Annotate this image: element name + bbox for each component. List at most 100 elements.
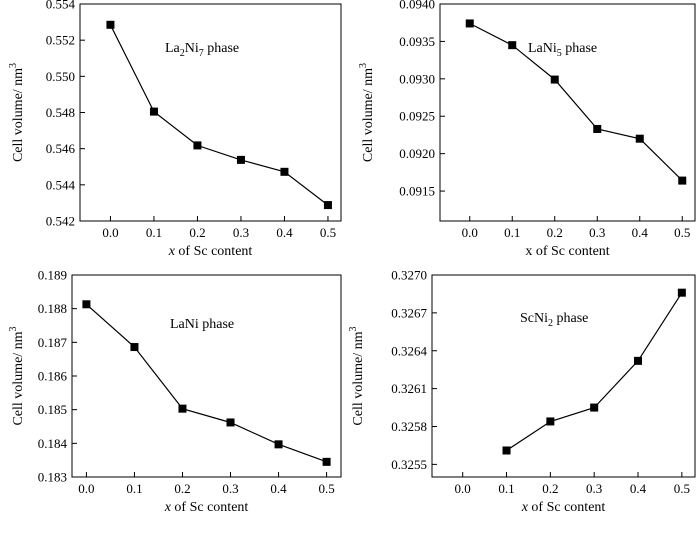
- x-axis-title-text: of Sc content: [171, 500, 248, 515]
- data-point: [323, 201, 332, 210]
- data-point: [106, 20, 115, 29]
- x-axis-title-text: x of Sc content: [525, 244, 609, 259]
- y-axis-title-superscript: 3: [358, 63, 369, 68]
- y-tick-label: 0.3258: [391, 419, 427, 434]
- x-axis-title-text: of Sc content: [528, 500, 605, 515]
- x-tick-label: 0.4: [270, 481, 287, 496]
- x-tick-label: 0.0: [78, 481, 94, 496]
- y-tick-label: 0.3270: [391, 268, 427, 283]
- x-tick-label: 0.1: [498, 481, 514, 496]
- y-tick-label: 0.187: [38, 335, 68, 350]
- x-tick-label: 0.2: [189, 225, 205, 240]
- phase-annotation-text: La: [165, 41, 181, 56]
- x-tick-label: 0.0: [455, 481, 471, 496]
- phase-annotation-text: ScNi: [520, 311, 548, 326]
- data-point: [236, 155, 245, 164]
- series-line: [469, 22, 683, 182]
- y-tick-label: 0.554: [46, 0, 76, 12]
- x-tick-label: 0.0: [102, 225, 118, 240]
- y-tick-label: 0.0920: [399, 146, 435, 161]
- y-tick-label: 0.185: [38, 402, 67, 417]
- data-point: [226, 418, 235, 427]
- phase-annotation-subscript: 2: [548, 318, 553, 329]
- y-tick-label: 0.0930: [399, 71, 435, 86]
- x-tick-label: 0.5: [318, 481, 334, 496]
- y-axis-title-superscript: 3: [8, 326, 19, 331]
- y-tick-label: 0.3255: [391, 457, 427, 472]
- data-point: [593, 124, 602, 133]
- phase-annotation: ScNi2 phase: [520, 311, 588, 329]
- data-point: [678, 176, 687, 185]
- data-point: [677, 288, 686, 297]
- y-axis-title: Cell volume/ nm3: [8, 326, 26, 425]
- y-axis-title-text: Cell volume/ nm: [11, 331, 26, 425]
- x-tick-label: 0.4: [630, 481, 647, 496]
- data-point: [274, 440, 283, 449]
- y-axis-title-superscript: 3: [348, 326, 359, 331]
- x-tick-label: 0.1: [504, 225, 520, 240]
- chart-panel-3: 0.0 0.1 0.2 0.3 0.4 0.5 0.183 0.184 0.185 0.186 0.…: [8, 268, 342, 515]
- data-point: [508, 41, 517, 50]
- data-point: [635, 134, 644, 143]
- y-axis-title-text: Cell volume/ nm: [351, 331, 366, 425]
- y-tick-label: 0.188: [38, 301, 67, 316]
- plot-frame: [439, 3, 696, 222]
- y-tick-label: 0.184: [38, 436, 68, 451]
- chart-panel-4: 0.0 0.1 0.2 0.3 0.4 0.5 0.3255 0.3258 0.3261 0.32…: [348, 268, 696, 515]
- y-axis-title: Cell volume/ nm3: [348, 326, 366, 425]
- y-tick-label: 0.189: [38, 268, 67, 283]
- chart-panel-1: 0.0 0.1 0.2 0.3 0.4 0.5 0.542 0.544 0.546 0.548 0.…: [8, 0, 342, 259]
- x-tick-label: 0.3: [233, 225, 249, 240]
- x-tick-label: 0.4: [632, 225, 649, 240]
- y-tick-label: 0.0915: [399, 184, 435, 199]
- y-tick-label: 0.548: [46, 105, 75, 120]
- x-tick-label: 0.1: [146, 225, 162, 240]
- phase-annotation-text: phase: [553, 311, 588, 326]
- y-tick-label: 0.542: [46, 214, 75, 229]
- y-tick-label: 0.546: [46, 141, 76, 156]
- y-tick-label: 0.552: [46, 33, 75, 48]
- x-tick-label: 0.2: [547, 225, 563, 240]
- phase-annotation: La2Ni7 phase: [165, 41, 239, 59]
- x-axis-title-variable: x: [168, 244, 176, 259]
- y-tick-label: 0.3261: [391, 381, 427, 396]
- data-point: [550, 75, 559, 84]
- series-line: [109, 24, 329, 206]
- data-point: [322, 457, 331, 466]
- x-tick-label: 0.5: [674, 225, 690, 240]
- x-axis-title: x of Sc content: [521, 500, 606, 515]
- phase-annotation-subscript: 2: [180, 48, 185, 59]
- x-axis-title: x of Sc content: [168, 244, 253, 259]
- y-axis-title: Cell volume/ nm3: [8, 63, 26, 162]
- phase-annotation-text: phase: [204, 41, 239, 56]
- y-tick-label: 0.550: [46, 69, 75, 84]
- y-tick-label: 0.544: [46, 177, 76, 192]
- data-point: [178, 404, 187, 413]
- y-tick-label: 0.3264: [391, 343, 427, 358]
- data-point: [82, 300, 91, 309]
- y-axis-title-superscript: 3: [8, 63, 19, 68]
- x-tick-label: 0.3: [586, 481, 602, 496]
- x-tick-label: 0.2: [174, 481, 190, 496]
- phase-annotation: LaNi5 phase: [528, 41, 597, 59]
- y-tick-label: 0.0925: [399, 109, 435, 124]
- data-point: [193, 141, 202, 150]
- y-tick-label: 0.0940: [399, 0, 435, 12]
- phase-annotation-text: Ni: [185, 41, 199, 56]
- x-axis-title-variable: x: [521, 500, 529, 515]
- data-point: [546, 417, 555, 426]
- data-point: [502, 446, 511, 455]
- data-point: [280, 167, 289, 176]
- x-axis-title: x of Sc content: [164, 500, 249, 515]
- x-tick-label: 0.3: [222, 481, 238, 496]
- x-tick-label: 0.5: [320, 225, 336, 240]
- x-tick-label: 0.4: [276, 225, 293, 240]
- data-point: [590, 403, 599, 412]
- phase-annotation-text: LaNi phase: [170, 317, 234, 332]
- x-axis-title: x of Sc content: [525, 244, 609, 259]
- y-axis-title-text: Cell volume/ nm: [11, 68, 26, 162]
- x-tick-label: 0.5: [674, 481, 690, 496]
- phase-annotation-text: LaNi: [528, 41, 557, 56]
- phase-annotation: LaNi phase: [170, 317, 234, 332]
- y-tick-label: 0.186: [38, 369, 68, 384]
